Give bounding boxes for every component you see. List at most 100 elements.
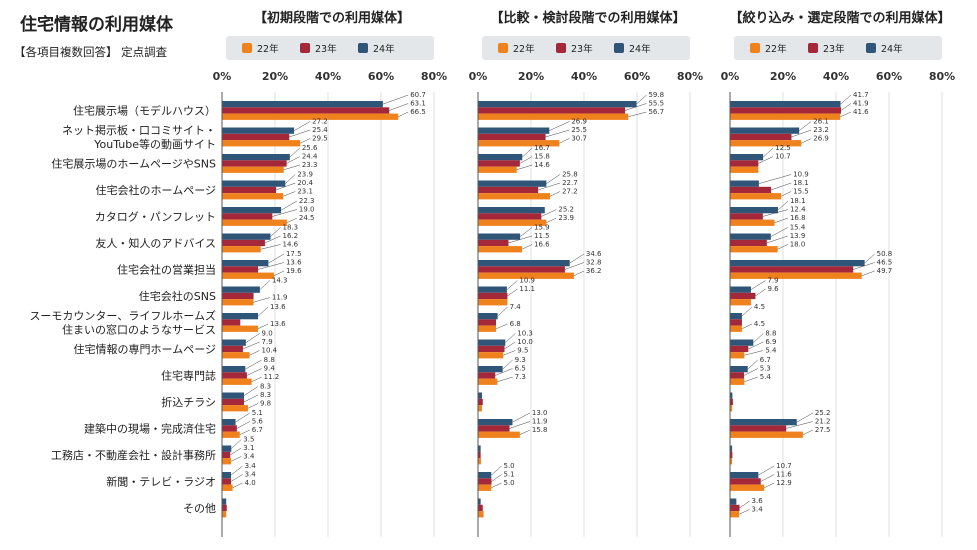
value-label: 18.3	[282, 224, 298, 232]
leader-line	[497, 306, 508, 317]
leader-line	[491, 465, 502, 476]
value-label: 66.5	[410, 108, 426, 116]
value-label: 19.6	[286, 267, 302, 275]
leader-line	[231, 439, 242, 449]
leader-line	[628, 111, 647, 117]
bar	[222, 472, 232, 479]
value-label: 25.6	[302, 144, 318, 152]
x-tick-label: 40%	[315, 70, 341, 83]
bar	[478, 272, 574, 279]
bar	[478, 325, 497, 332]
value-label: 16.7	[534, 144, 550, 152]
leader-line	[275, 182, 296, 191]
value-label: 10.3	[517, 330, 533, 338]
value-label: 5.1	[504, 471, 515, 479]
bar	[730, 286, 751, 293]
legend-swatch	[866, 43, 876, 53]
leader-line	[289, 129, 311, 138]
category-label: 住宅専門誌	[161, 368, 216, 382]
bar	[222, 378, 252, 385]
category-label: 友人・知人のアドバイス	[95, 236, 216, 250]
bar	[478, 498, 481, 505]
legend-label: 22年	[257, 43, 279, 55]
bar	[222, 154, 290, 161]
leader-line	[495, 323, 508, 329]
value-label: 15.4	[790, 224, 806, 232]
bar	[730, 405, 733, 412]
bar	[222, 133, 290, 141]
value-label: 11.9	[272, 294, 288, 302]
bar	[478, 313, 498, 320]
x-tick-label: 40%	[823, 70, 849, 83]
value-label: 23.2	[813, 126, 829, 134]
value-label: 23.9	[558, 214, 574, 222]
value-label: 9.4	[264, 365, 276, 373]
leader-line	[247, 403, 259, 409]
value-label: 12.4	[790, 206, 806, 214]
value-label: 16.2	[282, 232, 298, 240]
value-label: 6.9	[765, 338, 776, 346]
leader-line	[521, 244, 533, 250]
bar	[478, 160, 520, 167]
value-label: 23.9	[297, 171, 313, 179]
bar	[222, 113, 399, 120]
value-label: 10.7	[775, 153, 791, 161]
value-label: 21.2	[815, 418, 831, 426]
bar	[222, 392, 244, 399]
leader-line	[766, 235, 788, 244]
bar	[222, 313, 259, 320]
value-label: 5.3	[760, 365, 771, 373]
leader-line	[283, 191, 296, 197]
value-label: 7.9	[262, 338, 273, 346]
bar	[478, 299, 508, 306]
value-label: 9.5	[517, 347, 528, 355]
value-label: 27.5	[815, 426, 831, 434]
bar	[730, 325, 742, 332]
value-label: 26.1	[813, 118, 829, 126]
value-label: 10.4	[262, 347, 278, 355]
bar	[478, 207, 545, 214]
value-label: 41.6	[853, 108, 869, 116]
leader-line	[864, 253, 875, 264]
leader-line	[758, 174, 792, 184]
value-label: 3.6	[752, 497, 764, 505]
bar	[478, 392, 482, 399]
value-label: 36.2	[586, 267, 602, 275]
bar	[730, 419, 797, 426]
value-label: 6.7	[760, 356, 771, 364]
value-label: 13.0	[532, 409, 548, 417]
value-label: 6.7	[252, 426, 263, 434]
value-label: 5.6	[252, 418, 264, 426]
leader-line	[559, 138, 570, 144]
bar	[222, 286, 260, 293]
value-label: 22.3	[299, 197, 315, 205]
bar	[730, 504, 740, 512]
legend-label: 23年	[315, 43, 337, 55]
leader-line	[273, 270, 285, 276]
value-label: 9.3	[515, 356, 526, 364]
value-label: 16.6	[534, 241, 550, 249]
bar	[478, 319, 497, 326]
value-label: 3.4	[243, 453, 255, 461]
value-label: 14.3	[272, 277, 288, 285]
value-label: 24.4	[302, 153, 318, 161]
leader-line	[286, 156, 300, 164]
value-label: 10.9	[519, 277, 535, 285]
leader-line	[750, 280, 766, 290]
leader-line	[268, 253, 285, 264]
bar	[730, 366, 748, 373]
bar	[730, 299, 751, 306]
value-label: 19.0	[299, 206, 315, 214]
value-label: 13.6	[270, 320, 286, 328]
bar	[730, 425, 787, 432]
leader-line	[770, 182, 792, 191]
legend-label: 22年	[765, 43, 787, 55]
bar	[730, 260, 865, 267]
value-label: 14.6	[282, 241, 298, 249]
bar	[222, 504, 227, 512]
value-label: 49.7	[877, 267, 893, 275]
bar	[222, 101, 383, 108]
legend-box	[226, 36, 434, 60]
panel-title: 【初期段階での利用媒体】	[254, 10, 410, 26]
leader-line	[762, 147, 774, 158]
